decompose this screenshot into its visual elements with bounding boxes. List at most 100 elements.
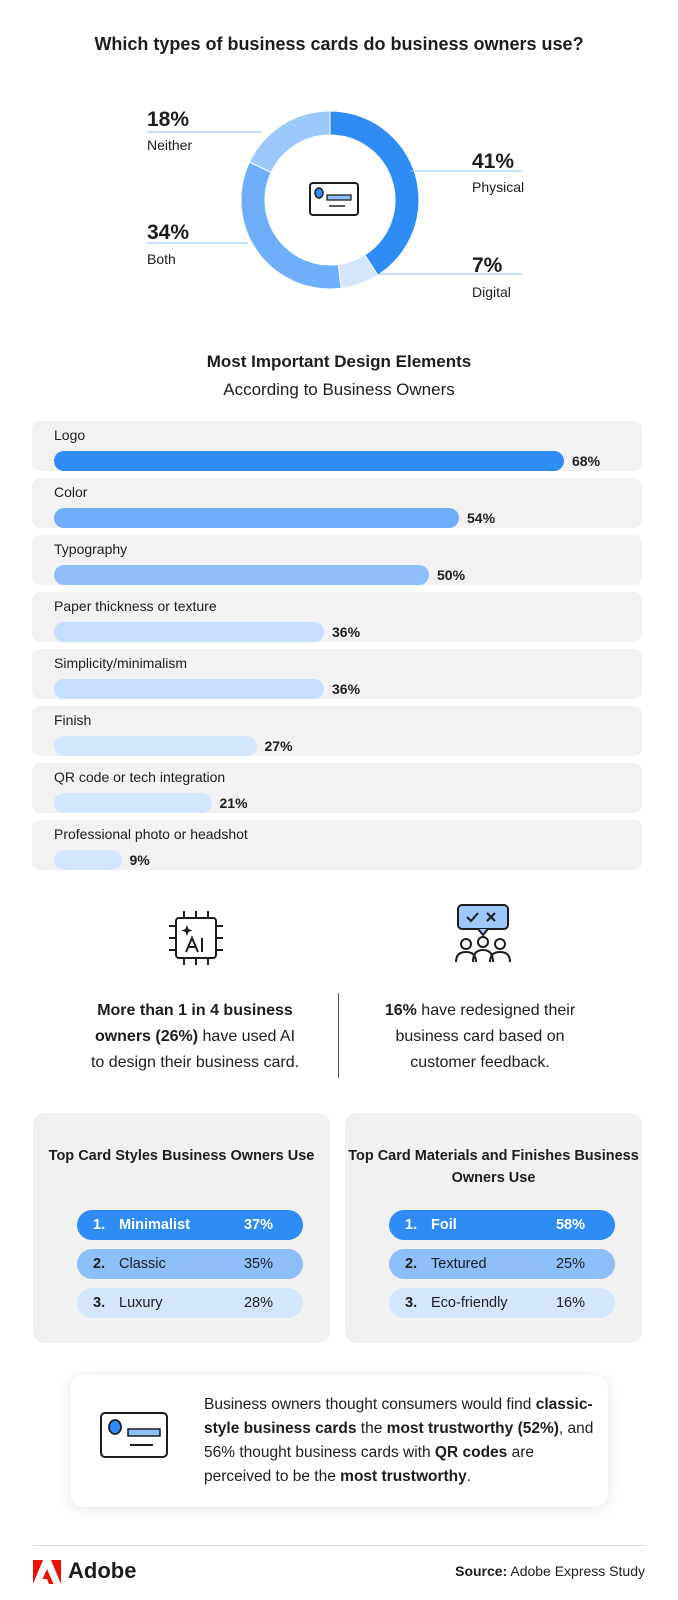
- bar: [54, 850, 122, 870]
- footer-source-label: Source:: [455, 1563, 508, 1579]
- style-item-1-value: 37%: [243, 1217, 273, 1233]
- bar: [54, 508, 459, 528]
- style-item-1-rank: 1.: [93, 1217, 106, 1233]
- bar-label: QR code or tech integration: [54, 769, 226, 785]
- bar-row: Professional photo or headshot 9%: [32, 820, 642, 870]
- donut-label-neither-value: 18%: [147, 108, 190, 131]
- ai-stat-bold: More than 1 in 4 business owners (26%): [94, 1002, 293, 1045]
- ai-stat-rest: have used AI to design their business ca…: [90, 1028, 300, 1071]
- bar: [54, 451, 564, 471]
- note-text-3: , and 56% thought business cards with: [204, 1420, 594, 1461]
- business-card-icon: [100, 1412, 168, 1458]
- material-item-3: 3. Eco-friendly 16%: [389, 1288, 615, 1318]
- donut-label-both: Both: [147, 251, 176, 267]
- material-item-1-name: Foil: [431, 1217, 457, 1233]
- donut-label-digital-value: 7%: [472, 254, 503, 277]
- adobe-logo-icon: [33, 1560, 61, 1584]
- note-bold-3: QR codes: [434, 1444, 508, 1461]
- footer-source: Source: Adobe Express Study: [455, 1563, 645, 1579]
- bar-label: Professional photo or headshot: [54, 826, 248, 842]
- bar-value-label: 50%: [437, 567, 466, 583]
- bar: [54, 622, 324, 642]
- material-item-2-rank: 2.: [405, 1256, 418, 1272]
- note-text-2: the: [356, 1420, 387, 1437]
- note-bold-1: classic-style business cards: [204, 1396, 593, 1437]
- bar-value-label: 36%: [332, 624, 361, 640]
- note-text-5: .: [466, 1468, 472, 1485]
- note-bold-4: most trustworthy: [340, 1468, 467, 1485]
- bar-row: Paper thickness or texture 36%: [32, 592, 642, 642]
- material-item-2: 2. Textured 25%: [389, 1249, 615, 1279]
- material-item-2-value: 25%: [555, 1256, 585, 1272]
- bar-value-label: 21%: [219, 795, 248, 811]
- trust-note-card: Business owners thought consumers would …: [70, 1375, 608, 1507]
- donut-label-physical: Physical: [472, 179, 525, 195]
- bar-row: Typography 50%: [32, 535, 642, 585]
- style-item-3-rank: 3.: [93, 1295, 106, 1311]
- material-item-3-rank: 3.: [405, 1295, 418, 1311]
- style-item-3-name: Luxury: [119, 1295, 163, 1311]
- style-item-1: 1. Minimalist 37%: [77, 1210, 303, 1240]
- donut-label-both-value: 34%: [147, 221, 190, 244]
- footer-source-value: Adobe Express Study: [507, 1563, 645, 1579]
- card-materials-panel: Top Card Materials and Finishes Business…: [345, 1113, 642, 1343]
- footer-brand: Adobe: [68, 1558, 137, 1583]
- donut-title: Which types of business cards do busines…: [94, 34, 584, 54]
- bar: [54, 736, 257, 756]
- bar: [54, 793, 212, 813]
- donut-label-digital: Digital: [472, 284, 511, 300]
- feedback-people-icon: [455, 904, 511, 963]
- bar: [54, 565, 429, 585]
- donut-slice-neither: [248, 110, 331, 173]
- bars-title: Most Important Design Elements: [206, 352, 472, 371]
- material-item-2-name: Textured: [431, 1256, 487, 1272]
- feedback-stat-bold: 16%: [384, 1002, 417, 1019]
- style-item-3: 3. Luxury 28%: [77, 1288, 303, 1318]
- bar-label: Finish: [54, 712, 92, 728]
- ai-stat-text: More than 1 in 4 business owners (26%) h…: [90, 998, 300, 1076]
- card-styles-title: Top Card Styles Business Owners Use: [48, 1148, 315, 1164]
- material-item-1: 1. Foil 58%: [389, 1210, 615, 1240]
- donut-chart: [147, 110, 522, 290]
- bar-label: Logo: [54, 427, 86, 443]
- bar-value-label: 36%: [332, 681, 361, 697]
- bar-label: Color: [54, 484, 88, 500]
- bar-value-label: 9%: [129, 852, 150, 868]
- material-item-1-rank: 1.: [405, 1217, 418, 1233]
- bar-row: Simplicity/minimalism 36%: [32, 649, 642, 699]
- style-item-1-name: Minimalist: [119, 1217, 190, 1233]
- card-materials-title: Top Card Materials and Finishes Business…: [348, 1148, 639, 1186]
- trust-note-text: Business owners thought consumers would …: [204, 1393, 596, 1489]
- donut-slice-both: [240, 161, 342, 290]
- bars-subtitle: According to Business Owners: [223, 380, 455, 399]
- ai-chip-icon: [169, 911, 223, 965]
- note-text-4: are perceived to be the: [204, 1444, 534, 1485]
- card-styles-panel: Top Card Styles Business Owners Use 1. M…: [33, 1113, 330, 1343]
- bar-row: Color 54%: [32, 478, 642, 528]
- bar-row: Logo 68%: [32, 421, 642, 471]
- style-item-3-value: 28%: [243, 1295, 273, 1311]
- style-item-2-name: Classic: [119, 1256, 166, 1272]
- bar: [54, 679, 324, 699]
- style-item-2: 2. Classic 35%: [77, 1249, 303, 1279]
- bar-value-label: 68%: [572, 453, 601, 469]
- bar-value-label: 27%: [264, 738, 293, 754]
- bar-value-label: 54%: [467, 510, 496, 526]
- donut-slice-physical: [329, 110, 420, 276]
- stats-divider: [338, 993, 339, 1078]
- material-item-3-value: 16%: [555, 1295, 585, 1311]
- material-item-3-name: Eco-friendly: [431, 1295, 508, 1311]
- footer-divider: [33, 1545, 645, 1546]
- business-card-icon: [309, 182, 359, 216]
- style-item-2-rank: 2.: [93, 1256, 106, 1272]
- bar-row: QR code or tech integration 21%: [32, 763, 642, 813]
- feedback-stat-rest: have redesigned their business card base…: [395, 1002, 576, 1071]
- bar-row: Finish 27%: [32, 706, 642, 756]
- feedback-stat-text: 16% have redesigned their business card …: [380, 998, 580, 1076]
- material-item-1-value: 58%: [555, 1217, 585, 1233]
- donut-label-physical-value: 41%: [472, 150, 515, 173]
- note-text-1: Business owners thought consumers would …: [204, 1396, 536, 1413]
- donut-label-neither: Neither: [147, 137, 193, 153]
- bar-label: Typography: [54, 541, 128, 557]
- bar-label: Paper thickness or texture: [54, 598, 217, 614]
